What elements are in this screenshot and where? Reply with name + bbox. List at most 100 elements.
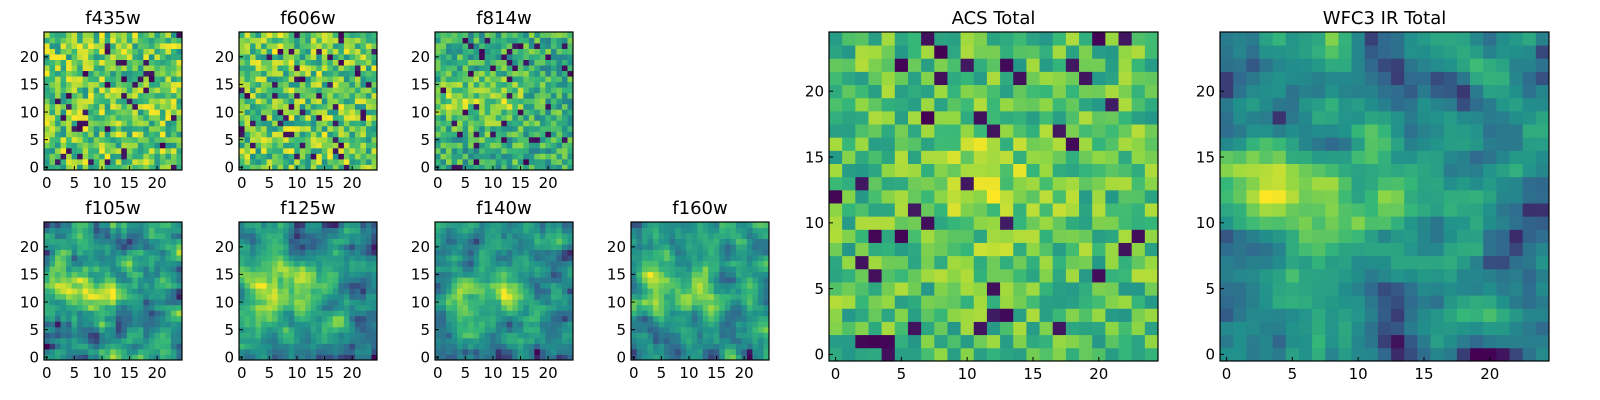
heatmap-cell [506, 332, 513, 339]
heatmap-cell [479, 136, 486, 143]
heatmap-cell [93, 337, 100, 344]
heatmap-cell [266, 244, 273, 250]
heatmap-cell [170, 288, 177, 295]
heatmap-cell [708, 310, 715, 317]
heatmap-cell [523, 37, 530, 44]
heatmap-cell [763, 260, 770, 267]
heatmap-cell [305, 337, 312, 344]
heatmap-cell [457, 282, 463, 289]
heatmap-cell [1105, 216, 1119, 230]
heatmap-cell [165, 282, 172, 289]
heatmap-cell [506, 282, 513, 289]
heatmap-cell [71, 293, 78, 300]
heatmap-cell [484, 54, 491, 60]
heatmap-cell [104, 70, 111, 77]
heatmap-cell [479, 98, 486, 105]
heatmap-cell [170, 227, 177, 234]
heatmap-cell [176, 158, 183, 165]
heatmap-cell [66, 153, 72, 160]
heatmap-cell [365, 354, 372, 361]
heatmap-cell [490, 70, 497, 77]
heatmap-cell [250, 164, 256, 171]
heatmap-cell [82, 147, 89, 154]
heatmap-cell [636, 233, 643, 239]
heatmap-cell [371, 120, 378, 127]
heatmap-cell [501, 37, 508, 44]
heatmap-cell [88, 233, 95, 239]
heatmap-cell [435, 153, 441, 160]
heatmap-cell [534, 142, 541, 149]
heatmap-cell [126, 227, 133, 234]
heatmap-cell [523, 271, 530, 278]
heatmap-cell [365, 32, 372, 38]
heatmap-cell [321, 81, 328, 88]
heatmap-cell [305, 103, 312, 110]
heatmap-cell [250, 304, 256, 311]
heatmap-cell [299, 326, 306, 333]
heatmap-cell [973, 150, 988, 164]
heatmap-cell [371, 288, 378, 295]
heatmap-cell [523, 332, 530, 339]
heatmap-cell [272, 343, 279, 350]
heatmap-cell [724, 321, 731, 328]
heatmap-cell [512, 87, 519, 94]
heatmap-cell [148, 288, 155, 295]
heatmap-cell [239, 238, 245, 245]
x-tick-label: 0 [237, 364, 247, 382]
heatmap-cell [528, 120, 535, 127]
heatmap-cell [305, 321, 312, 328]
heatmap-cell [653, 277, 659, 284]
heatmap-cell [93, 136, 100, 143]
heatmap-cell [49, 103, 56, 110]
heatmap-cell [55, 288, 61, 295]
heatmap-cell [451, 125, 458, 132]
heatmap-cell [550, 255, 557, 262]
heatmap-cell [1026, 255, 1040, 270]
heatmap-cell [283, 277, 290, 284]
heatmap-cell [266, 37, 273, 44]
heatmap-cell [934, 282, 948, 296]
heatmap-cell [266, 98, 273, 105]
heatmap-cell [506, 98, 513, 105]
heatmap-cell [143, 299, 150, 306]
heatmap-cell [250, 92, 256, 99]
heatmap-cell [360, 109, 367, 116]
heatmap-cell [457, 266, 463, 273]
heatmap-cell [283, 54, 290, 60]
heatmap-cell [506, 37, 513, 44]
heatmap-cell [154, 343, 161, 350]
heatmap-cell [708, 321, 715, 328]
heatmap-cell [746, 343, 753, 350]
heatmap-cell [567, 92, 574, 99]
heatmap-cell [283, 233, 290, 239]
heatmap-cell [512, 153, 519, 160]
heatmap-cell [159, 277, 166, 284]
heatmap-cell [338, 282, 345, 289]
heatmap-cell [1026, 308, 1040, 322]
heatmap-cell [255, 288, 262, 295]
heatmap-cell [148, 164, 155, 171]
heatmap-cell [1065, 242, 1080, 257]
heatmap-cell [479, 304, 486, 311]
heatmap-cell [457, 48, 463, 55]
heatmap-cell [110, 299, 117, 306]
heatmap-cell [561, 354, 568, 361]
heatmap-cell [104, 87, 111, 94]
heatmap-cell [664, 277, 671, 284]
heatmap-cell [528, 332, 535, 339]
heatmap-cell [60, 131, 67, 138]
heatmap-cell [55, 153, 61, 160]
heatmap-cell [110, 70, 117, 77]
heatmap-cell [947, 334, 961, 349]
heatmap-cell [121, 43, 128, 49]
heatmap-cell [446, 65, 452, 72]
heatmap-cell [446, 109, 452, 116]
heatmap-cell [490, 326, 497, 333]
heatmap-cell [708, 255, 715, 262]
heatmap-cell [137, 158, 144, 165]
heatmap-cell [159, 326, 166, 333]
heatmap-cell [561, 92, 568, 99]
heatmap-cell [288, 43, 295, 49]
heatmap-cell [143, 321, 150, 328]
heatmap-cell [277, 271, 284, 278]
